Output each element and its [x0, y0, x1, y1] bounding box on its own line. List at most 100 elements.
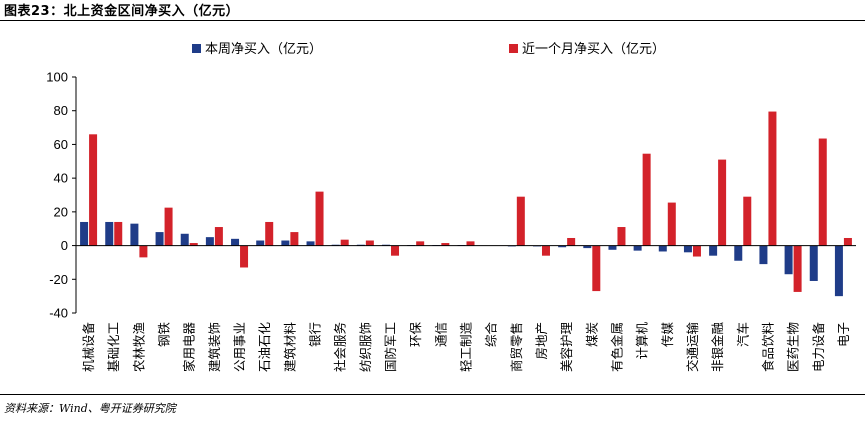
- y-tick-label: 20: [54, 204, 68, 219]
- bar-weekly-2: [130, 223, 139, 246]
- category-label: 机械设备: [81, 322, 96, 373]
- bar-weekly-22: [633, 245, 642, 251]
- bar-monthly-5: [214, 227, 223, 246]
- bar-weekly-23: [658, 245, 667, 252]
- bar-monthly-18: [541, 245, 550, 256]
- bar-monthly-11: [365, 240, 374, 246]
- bar-monthly-15: [466, 241, 475, 246]
- bar-weekly-20: [583, 245, 592, 249]
- category-label: 电力设备: [811, 322, 826, 373]
- legend: 本周净买入（亿元） 近一个月净买入（亿元）: [192, 42, 665, 57]
- bar-weekly-1: [105, 221, 114, 246]
- category-label: 建筑装饰: [207, 322, 222, 372]
- bar-monthly-8: [290, 232, 299, 246]
- category-label: 社会服务: [333, 322, 348, 372]
- category-label: 纺织服饰: [358, 322, 373, 372]
- category-label: 通信: [433, 322, 448, 347]
- category-label: 电子: [836, 322, 851, 347]
- x-axis: 机械设备 基础化工 农林牧渔 钢铁 家用电器 建筑装饰 公用事业 石油石化 建筑材料 银行 社会服务…: [76, 245, 856, 373]
- bar-weekly-6: [231, 238, 240, 246]
- bar-monthly-3: [164, 207, 173, 246]
- bar-weekly-8: [281, 240, 290, 246]
- category-label: 有色金属: [609, 322, 624, 372]
- bar-monthly-21: [617, 227, 626, 246]
- bar-monthly-30: [843, 237, 852, 246]
- bar-monthly-14: [441, 243, 450, 246]
- bar-weekly-24: [683, 245, 692, 253]
- y-axis: -40 -20 0 20 40 60 80 100: [46, 70, 77, 321]
- title-divider: [0, 20, 865, 21]
- category-label: 钢铁: [157, 322, 172, 348]
- category-label: 传媒: [660, 322, 675, 348]
- bar-weekly-26: [734, 245, 743, 261]
- bar-monthly-7: [265, 221, 274, 246]
- bar-weekly-5: [205, 237, 214, 246]
- bar-monthly-23: [667, 202, 676, 246]
- bar-weekly-7: [256, 240, 265, 246]
- category-label: 汽车: [735, 322, 750, 347]
- y-tick-label: 0: [61, 238, 68, 253]
- bar-monthly-20: [592, 245, 601, 292]
- y-tick-label: -40: [49, 306, 68, 321]
- legend-label-weekly: 本周净买入（亿元）: [205, 42, 322, 57]
- bar-monthly-26: [743, 196, 752, 246]
- y-tick-label: 80: [54, 103, 68, 118]
- category-label: 环保: [408, 322, 423, 348]
- bar-monthly-10: [340, 239, 349, 246]
- category-label: 房地产: [534, 322, 549, 360]
- category-label: 银行: [308, 322, 323, 347]
- bar-monthly-0: [89, 134, 98, 246]
- category-label: 医药生物: [786, 322, 801, 372]
- bar-monthly-24: [692, 245, 701, 257]
- bar-monthly-13: [416, 241, 425, 246]
- bar-weekly-4: [180, 233, 189, 246]
- category-label: 家用电器: [182, 322, 197, 373]
- category-label: 公用事业: [232, 322, 247, 372]
- bar-monthly-28: [793, 245, 802, 292]
- legend-swatch-monthly: [509, 44, 518, 53]
- source-divider: [0, 394, 865, 395]
- bar-weekly-29: [809, 245, 818, 281]
- figure-title: 图表23：北上资金区间净买入（亿元）: [4, 4, 240, 19]
- category-label: 石油石化: [257, 322, 272, 373]
- y-tick-label: 60: [54, 137, 68, 152]
- bar-weekly-28: [784, 245, 793, 275]
- category-label: 综合: [484, 322, 499, 348]
- category-label: 美容护理: [559, 322, 574, 373]
- bar-weekly-30: [834, 245, 843, 297]
- category-label: 煤炭: [584, 322, 599, 347]
- y-tick-label: 40: [54, 171, 68, 186]
- bar-monthly-1: [114, 221, 123, 246]
- bar-weekly-27: [759, 245, 768, 265]
- category-label: 基础化工: [106, 322, 121, 372]
- category-label: 食品饮料: [760, 322, 775, 373]
- bar-weekly-3: [155, 232, 164, 246]
- legend-swatch-weekly: [192, 44, 201, 53]
- bar-monthly-4: [189, 243, 198, 246]
- bar-weekly-0: [80, 221, 89, 246]
- category-label: 商贸零售: [509, 322, 524, 372]
- bar-monthly-27: [768, 111, 777, 246]
- category-label: 农林牧渔: [131, 322, 146, 372]
- y-tick-label: 100: [46, 70, 68, 85]
- category-label: 计算机: [635, 322, 650, 360]
- bar-weekly-19: [558, 245, 567, 248]
- category-label: 非银金融: [710, 322, 725, 373]
- bar-monthly-19: [567, 237, 576, 246]
- bar-monthly-12: [391, 245, 400, 256]
- bar-weekly-25: [709, 245, 718, 256]
- bar-weekly-21: [608, 245, 617, 250]
- category-label: 国防军工: [383, 322, 398, 372]
- bars: [80, 111, 852, 297]
- bar-chart: 本周净买入（亿元） 近一个月净买入（亿元） -40 -20 0 20 40 60 80 100…: [46, 42, 856, 373]
- source-note: 资料来源：Wind、粤开证券研究院: [4, 402, 176, 415]
- bar-monthly-9: [315, 191, 324, 246]
- bar-monthly-25: [718, 159, 727, 246]
- bar-monthly-6: [240, 245, 249, 268]
- category-label: 交通运输: [685, 322, 700, 373]
- bar-monthly-29: [818, 138, 827, 246]
- bar-weekly-9: [306, 241, 315, 246]
- category-label: 建筑材料: [282, 322, 297, 373]
- bar-monthly-17: [516, 196, 525, 246]
- y-tick-label: -20: [49, 272, 68, 287]
